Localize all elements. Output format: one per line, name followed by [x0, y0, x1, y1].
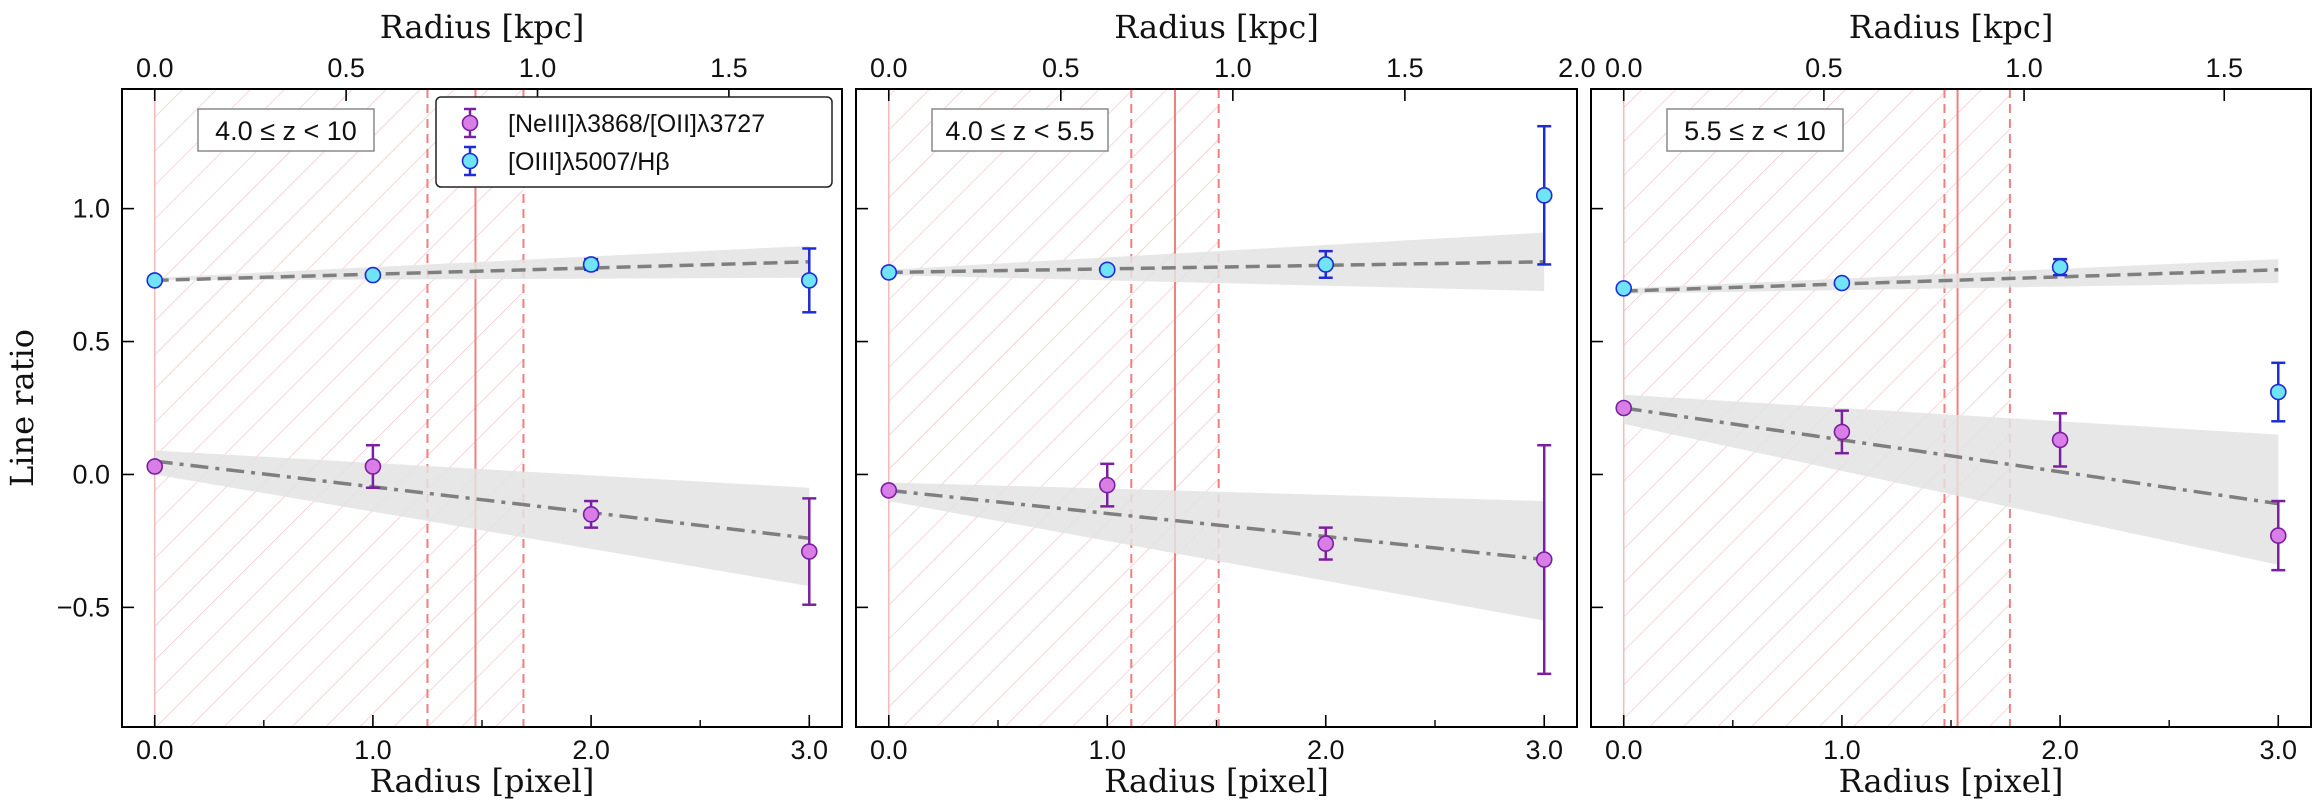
x2-tick-label: 0.0 [1605, 53, 1643, 83]
data-point-series-2 [2269, 383, 2287, 401]
data-point-series-1 [364, 458, 382, 475]
data-point-series-2 [1098, 261, 1116, 279]
x2-tick-label: 1.0 [2005, 53, 2043, 83]
fit-line-dashed [154, 260, 810, 283]
y-tick-label: 0.0 [72, 459, 110, 489]
x2-tick-label: 1.5 [2205, 53, 2243, 83]
legend-marker [461, 152, 479, 170]
fit-line-dashdot [1623, 406, 2279, 506]
data-point-series-2 [1833, 274, 1851, 292]
panel-3: 0.0 1.0 2.0 3.0 Radius [pixel] 0.0 0.5 1.0 1.5 Ra… [1590, 8, 2312, 800]
x2-axis-title: Radius [kpc] [1114, 8, 1319, 46]
data-point-series-1 [2051, 431, 2069, 449]
fit-line-dashed [888, 260, 1545, 275]
x-tick-label: 2.0 [1307, 735, 1345, 765]
psf-hatch-region [888, 89, 1219, 727]
fit-confidence-band-1 [1623, 259, 2279, 294]
x-axis-title: Radius [pixel] [370, 762, 595, 800]
redshift-label-box [197, 108, 375, 152]
x2-axis-title: Radius [kpc] [380, 8, 585, 46]
x2-tick-label: 1.5 [1386, 53, 1424, 83]
data-point-series-1 [1535, 551, 1553, 568]
x-tick-label: 2.0 [2041, 735, 2079, 765]
fit-line-dashdot [154, 459, 810, 540]
x2-tick-label: 0.5 [327, 53, 365, 83]
data-point-series-2 [1317, 256, 1335, 273]
x-tick-label: 1.0 [1088, 735, 1126, 765]
x-tick-label: 3.0 [2259, 735, 2297, 765]
x2-tick-label: 1.5 [710, 53, 748, 83]
data-point-series-1 [1317, 535, 1335, 552]
data-point-series-2 [1535, 187, 1553, 204]
redshift-label: 4.0 ≤ z < 5.5 [945, 116, 1094, 146]
redshift-label-box [1666, 108, 1844, 152]
data-point-series-1 [1615, 399, 1633, 417]
fit-confidence-band-2 [888, 482, 1545, 621]
fit-confidence-band-2 [154, 450, 810, 587]
x-axis-title: Radius [pixel] [1104, 762, 1329, 800]
redshift-label: 5.5 ≤ z < 10 [1684, 116, 1826, 146]
data-point-series-1 [146, 458, 164, 475]
y-tick-label: 1.0 [72, 194, 110, 224]
x2-tick-label: 0.5 [1042, 53, 1080, 83]
data-point-series-1 [800, 543, 818, 560]
redshift-label-box [931, 108, 1109, 152]
fit-line-dashed [1623, 268, 2279, 293]
x-tick-label: 1.0 [354, 735, 392, 765]
legend-entry-label: [NeIII]λ3868/[OII]λ3727 [508, 110, 765, 138]
legend: [NeIII]λ3868/[OII]λ3727 [OIII]λ5007/Hβ [435, 96, 833, 188]
fit-confidence-band-1 [888, 232, 1545, 292]
y-tick-label: 0.5 [72, 327, 110, 357]
data-point-series-2 [880, 264, 898, 281]
fit-confidence-band-1 [154, 245, 810, 281]
data-point-series-2 [146, 272, 164, 289]
legend-frame [435, 96, 833, 188]
legend-marker [461, 114, 479, 132]
fit-line-dashdot [888, 488, 1545, 562]
panel-1: 0.0 1.0 2.0 3.0 Radius [pixel] 0.0 0.5 1.0 1.5 Ra… [57, 8, 843, 800]
x-axis-title: Radius [pixel] [1839, 762, 2064, 800]
x2-tick-label: 1.0 [1214, 53, 1252, 83]
x2-axis-title: Radius [kpc] [1849, 8, 2054, 46]
data-point-series-2 [1615, 280, 1633, 297]
psf-hatch-region [154, 89, 524, 727]
redshift-label: 4.0 ≤ z < 10 [215, 116, 357, 146]
x-tick-label: 1.0 [1823, 735, 1861, 765]
x2-tick-label: 2.0 [1558, 53, 1596, 83]
data-point-series-1 [1098, 476, 1116, 494]
data-point-series-2 [2051, 258, 2069, 276]
x2-tick-label: 0.0 [870, 53, 908, 83]
data-point-series-2 [582, 256, 600, 273]
data-point-series-1 [1833, 423, 1851, 441]
y-axis-title: Line ratio [3, 329, 41, 487]
x-tick-label: 0.0 [1605, 735, 1643, 765]
legend-entry-label: [OIII]λ5007/Hβ [508, 148, 670, 176]
data-point-series-1 [2269, 527, 2287, 544]
data-point-series-1 [582, 506, 600, 523]
x-tick-label: 0.0 [870, 735, 908, 765]
data-point-series-2 [800, 272, 818, 289]
x-tick-label: 3.0 [790, 735, 828, 765]
x-tick-label: 3.0 [1525, 735, 1563, 765]
panel-2: 0.0 1.0 2.0 3.0 Radius [pixel] 0.0 0.5 1.0 1.5 2.… [855, 8, 1596, 800]
y-tick-label: −0.5 [57, 592, 110, 622]
data-point-series-1 [880, 482, 898, 499]
x2-tick-label: 0.5 [1805, 53, 1843, 83]
x-tick-label: 0.0 [136, 735, 174, 765]
x2-tick-label: 0.0 [136, 53, 174, 83]
data-point-series-2 [364, 266, 382, 284]
fit-confidence-band-2 [1623, 394, 2279, 565]
x2-tick-label: 1.0 [519, 53, 557, 83]
x-tick-label: 2.0 [572, 735, 610, 765]
